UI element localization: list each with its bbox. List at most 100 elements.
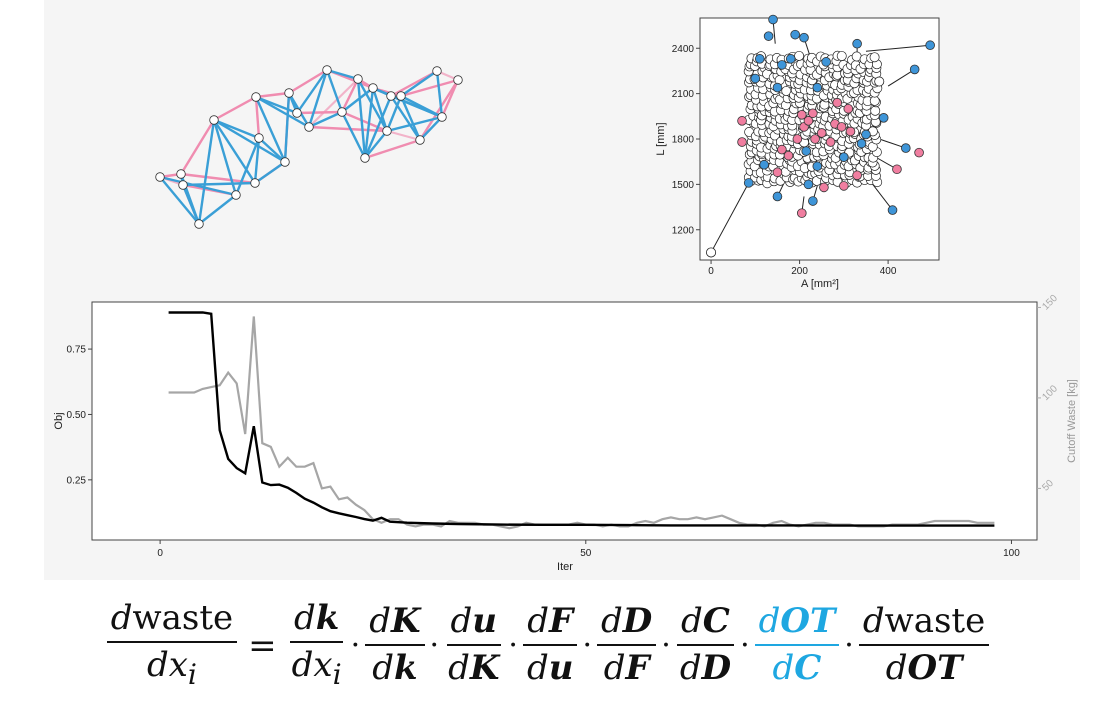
line-x-ticks: 0 50 100: [157, 540, 1020, 559]
truss-node: [176, 169, 186, 179]
truss-edge-pink: [254, 96, 261, 139]
derivative-factor: du dK: [446, 601, 501, 689]
truss-edge-pink: [364, 138, 421, 160]
truss-edge-blue: [356, 78, 367, 159]
line-x-label: Iter: [557, 561, 573, 573]
scatter-x-label: A [mm²]: [801, 278, 839, 290]
scatter-point-pink: [737, 137, 747, 147]
scatter-point-pink: [796, 208, 807, 218]
truss-edge-blue: [435, 70, 444, 118]
scatter-point-pink: [832, 97, 843, 108]
truss-edge-blue: [386, 115, 443, 133]
line-y-tick-label: 0.75: [67, 345, 87, 356]
truss-edges: [159, 68, 460, 225]
truss-edge-blue: [371, 87, 389, 132]
multiply-dot: ·: [740, 627, 750, 663]
truss-node: [437, 112, 447, 122]
scatter-point-pink: [825, 137, 836, 147]
truss-node: [251, 92, 261, 102]
scatter-point-pink: [852, 170, 862, 181]
line-y2-tick-label: 100: [1040, 383, 1060, 403]
truss-edge-blue: [159, 176, 200, 225]
scatter-point-blue: [754, 54, 765, 64]
scatter-point-blue: [861, 129, 871, 140]
truss-edge-pink: [255, 91, 290, 99]
scatter-y-tick-label: 1500: [672, 180, 695, 191]
truss-edge-blue: [364, 130, 388, 159]
scatter-link: [710, 182, 750, 253]
scatter-point-blue: [743, 178, 754, 188]
truss-node: [382, 126, 392, 136]
multiply-dot: ·: [844, 627, 854, 663]
scatter-point-pink: [772, 167, 783, 178]
figure-panel: 0 200 400 1200 1500 1800 2100 2400 A [mm²] L […: [44, 0, 1080, 580]
scatter-white-point: [869, 95, 880, 106]
scatter-point-blue: [808, 196, 818, 206]
truss-edge-pink: [296, 110, 343, 115]
truss-edge-blue: [234, 137, 261, 196]
scatter-y-tick-label: 2400: [672, 44, 695, 55]
truss-node: [368, 83, 378, 93]
truss-edge-blue: [159, 175, 237, 197]
truss-edge-blue: [389, 95, 422, 141]
derivative-factor: dK dk: [365, 602, 425, 688]
chain-factors: dk dxi · dK dk · du dK · dF du · dD dF · dC dD · dOT dC · dwa…: [285, 599, 993, 691]
truss-node: [353, 74, 363, 84]
line-x-tick-label: 50: [580, 548, 592, 559]
truss-edge-blue: [419, 116, 443, 141]
scatter-x-tick-label: 400: [880, 266, 897, 277]
truss-edge-blue: [363, 95, 393, 159]
derivative-factor: dk dxi: [290, 598, 344, 692]
truss-edge-pink: [179, 119, 216, 175]
scatter-point-pink: [803, 116, 814, 126]
line-y2-label: Cutoff Waste [kg]: [1066, 379, 1078, 463]
line-y-tick-label: 0.25: [67, 475, 87, 486]
scatter-point-blue: [812, 161, 823, 172]
scatter-y-tick-label: 2100: [672, 89, 695, 100]
truss-edge-blue: [197, 119, 216, 225]
truss-node: [386, 91, 396, 101]
truss-edge-pink: [288, 68, 328, 95]
truss-node: [254, 133, 264, 143]
series-obj-line: [168, 311, 995, 527]
scatter-x-ticks: 0 200 400: [708, 260, 897, 277]
scatter-point-pink: [808, 108, 818, 119]
truss-node: [194, 219, 204, 229]
scatter-point-pink: [845, 126, 856, 137]
truss-edge-blue: [325, 69, 344, 113]
scatter-white-point: [706, 247, 717, 258]
scatter-white-cloud: [706, 50, 885, 258]
truss-node: [292, 108, 302, 118]
truss-node: [231, 190, 241, 200]
truss-node: [250, 178, 260, 188]
truss-node: [209, 115, 219, 125]
truss-node: [453, 75, 463, 85]
truss-edge-blue: [213, 118, 260, 140]
lhs-fraction: dwaste dxi: [106, 599, 238, 691]
scatter-point-blue: [785, 54, 796, 64]
truss-edge-blue: [198, 194, 237, 225]
scatter-point-pink: [836, 122, 847, 132]
derivative-factor: dwaste dOT: [858, 602, 990, 688]
truss-edge-pink: [440, 79, 460, 118]
truss-edge-blue: [341, 87, 374, 113]
derivative-factor: dOT dC: [754, 602, 840, 688]
scatter-point-blue: [839, 152, 849, 162]
truss-edge-blue: [385, 95, 403, 132]
scatter-point-blue: [772, 191, 783, 202]
scatter-white-point: [836, 51, 847, 61]
truss-node: [337, 107, 347, 117]
truss-edge-light-pink: [308, 78, 359, 128]
scatter-point-pink: [839, 181, 849, 191]
scatter-white-point: [781, 86, 792, 96]
scatter-point-pink: [737, 116, 747, 126]
multiply-dot: ·: [661, 627, 671, 663]
derivative-factor: dC dD: [676, 602, 735, 688]
truss-edge-blue: [254, 161, 286, 184]
line-plot: 0 50 100 0.25 0.50 0.75 50 100 150 Iter Obj Cu…: [53, 293, 1078, 573]
scatter-point-pink: [816, 128, 827, 138]
scatter-x-tick-label: 0: [708, 266, 714, 277]
scatter-point-blue: [801, 146, 812, 156]
truss-edge-blue: [213, 118, 286, 164]
truss-edge-blue: [283, 92, 291, 163]
